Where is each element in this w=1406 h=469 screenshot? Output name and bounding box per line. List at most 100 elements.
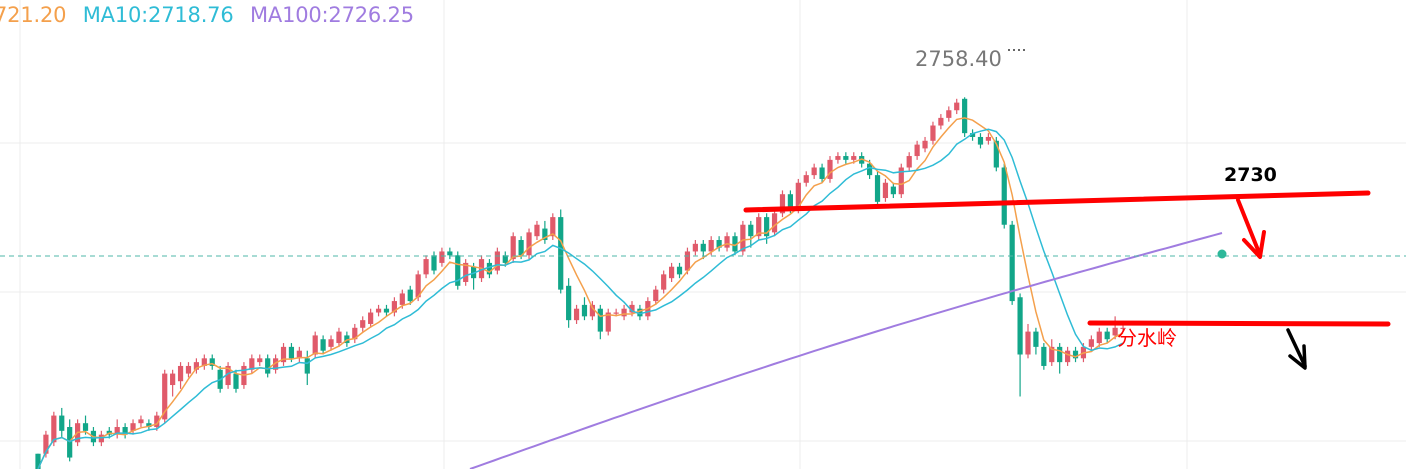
candle bbox=[653, 285, 659, 305]
candle-body bbox=[954, 102, 960, 111]
candle bbox=[811, 163, 817, 179]
candle bbox=[423, 255, 429, 279]
candle bbox=[383, 304, 390, 317]
candle bbox=[803, 171, 809, 187]
candle-body bbox=[629, 304, 635, 313]
red-arrow-shaft bbox=[1236, 198, 1262, 257]
candle bbox=[534, 220, 540, 241]
candle-body bbox=[550, 217, 556, 237]
candle-body bbox=[573, 308, 580, 321]
candle bbox=[589, 301, 595, 321]
candle bbox=[162, 369, 168, 424]
candle bbox=[201, 354, 207, 370]
candle-body bbox=[1001, 167, 1007, 225]
candle bbox=[1001, 163, 1007, 229]
candle bbox=[265, 354, 271, 378]
candle-body bbox=[882, 182, 889, 199]
candle bbox=[573, 304, 580, 324]
candle bbox=[819, 163, 825, 183]
candle-body bbox=[249, 358, 255, 370]
black-arrow-shaft bbox=[1286, 328, 1307, 368]
candle-body bbox=[835, 156, 841, 160]
candle-body bbox=[518, 240, 524, 256]
candle bbox=[344, 331, 350, 347]
candle bbox=[249, 354, 255, 374]
candle bbox=[296, 346, 302, 363]
candle bbox=[391, 297, 397, 317]
candle bbox=[756, 213, 762, 241]
candle-body bbox=[193, 362, 199, 370]
candle bbox=[954, 98, 960, 115]
candle-body bbox=[296, 350, 302, 359]
candle bbox=[969, 129, 976, 141]
candle bbox=[1017, 293, 1023, 397]
candle-body bbox=[391, 301, 397, 313]
candle bbox=[360, 316, 366, 332]
candle bbox=[977, 133, 984, 149]
candle bbox=[542, 220, 548, 244]
candle bbox=[193, 358, 199, 374]
candle-body bbox=[819, 167, 825, 179]
candle-body bbox=[930, 125, 936, 141]
candle bbox=[1112, 316, 1118, 340]
candle-body bbox=[724, 236, 730, 248]
candle-body bbox=[589, 304, 595, 317]
candle-body bbox=[1072, 350, 1079, 359]
candle bbox=[621, 304, 627, 321]
candle-body bbox=[969, 133, 976, 137]
candle bbox=[890, 182, 896, 199]
candle bbox=[597, 304, 603, 340]
candle-body bbox=[368, 312, 374, 324]
candle bbox=[732, 232, 738, 256]
candle bbox=[170, 369, 176, 397]
candle-body bbox=[1088, 339, 1094, 347]
candle bbox=[130, 419, 136, 435]
candle-body bbox=[962, 98, 968, 134]
candle-body bbox=[771, 213, 778, 233]
candle bbox=[1033, 327, 1039, 355]
candle-body bbox=[383, 308, 390, 313]
ma100-line bbox=[469, 232, 1223, 469]
ma10-value: MA10:2718.76 bbox=[82, 3, 234, 27]
candle bbox=[930, 121, 936, 145]
candle-body bbox=[803, 175, 809, 183]
candle-body bbox=[233, 373, 239, 389]
candle bbox=[724, 232, 730, 252]
candle-body bbox=[898, 167, 904, 195]
candle bbox=[946, 106, 952, 122]
candle-body bbox=[455, 255, 461, 286]
candle-body bbox=[1096, 331, 1102, 344]
candle-body bbox=[273, 358, 279, 370]
red-arrow-head bbox=[1242, 230, 1266, 259]
candle bbox=[1104, 327, 1110, 344]
ma5-line bbox=[37, 117, 1124, 469]
level-2730-label: 2730 bbox=[1224, 164, 1277, 186]
candle-body bbox=[494, 251, 500, 271]
candle-body bbox=[423, 259, 429, 275]
candle-body bbox=[613, 312, 619, 314]
candle bbox=[550, 213, 556, 241]
candle-body bbox=[407, 289, 413, 302]
candle bbox=[138, 415, 144, 428]
ma10-line bbox=[37, 128, 1124, 469]
candle-body bbox=[756, 217, 762, 237]
candle bbox=[985, 133, 991, 145]
candle-body bbox=[811, 167, 817, 176]
annotations: 2758.40 2730 分水岭 bbox=[0, 47, 1406, 370]
candle-body bbox=[867, 163, 873, 176]
moving-average-lines bbox=[37, 117, 1223, 469]
candle-body bbox=[581, 304, 588, 317]
candle bbox=[874, 171, 881, 206]
candle-body bbox=[732, 236, 738, 252]
candle-body bbox=[851, 156, 857, 160]
candle bbox=[716, 236, 722, 252]
candle-body bbox=[874, 175, 881, 202]
candle-body bbox=[661, 274, 667, 290]
candle-body bbox=[716, 240, 722, 248]
candle-body bbox=[415, 274, 421, 298]
candle bbox=[605, 308, 611, 336]
candle-body bbox=[526, 232, 532, 256]
candle-body bbox=[542, 228, 548, 241]
